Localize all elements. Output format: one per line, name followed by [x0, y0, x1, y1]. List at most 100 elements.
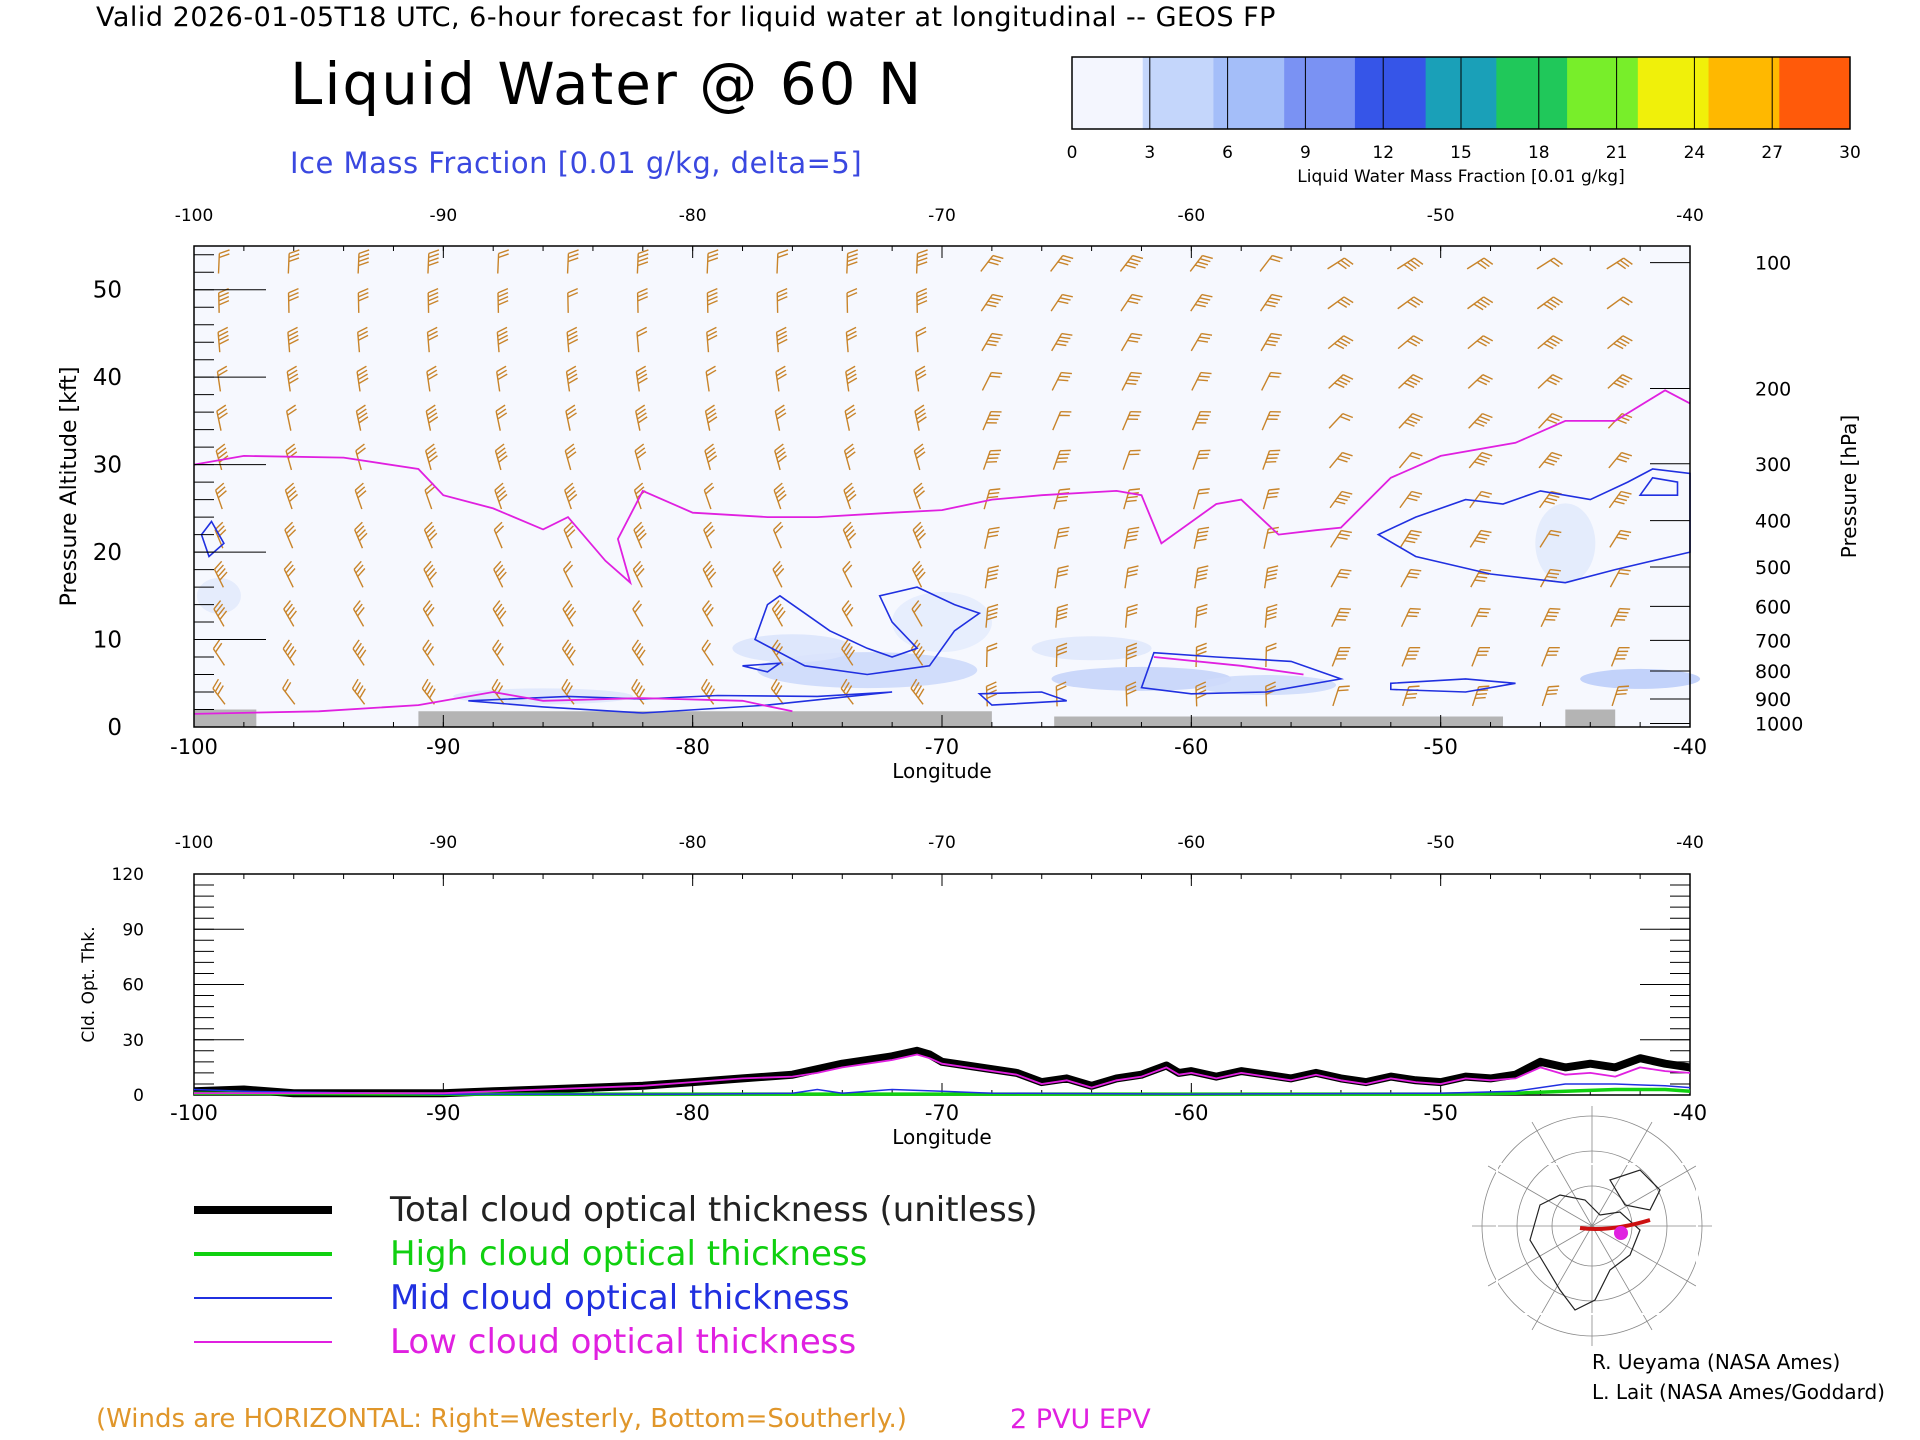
cot-x-axis-label: Longitude [892, 1125, 991, 1149]
minimap-edge [1496, 1163, 1698, 1315]
wind-barb [1055, 642, 1068, 668]
pressure-tick-label: 700 [1755, 630, 1791, 652]
wind-barb [704, 443, 718, 471]
colorbar-tick-label: 9 [1300, 143, 1311, 163]
wind-barb [1610, 607, 1631, 628]
wind-barb [217, 249, 230, 274]
wind-barb [1124, 565, 1139, 589]
cot-x-tick-label-top: -60 [1177, 833, 1205, 853]
wind-barb [1466, 257, 1494, 270]
wind-barb [494, 482, 508, 510]
wind-barb [421, 678, 436, 705]
pressure-tick-label: 800 [1755, 661, 1791, 683]
wind-barb [282, 639, 297, 666]
colorbar-swatch [1567, 57, 1639, 129]
main-title: Liquid Water @ 60 N [290, 50, 924, 118]
wind-barb [496, 365, 508, 392]
x-tick-label-top: -100 [175, 206, 214, 226]
wind-barb [1331, 607, 1351, 628]
wind-barb [1537, 335, 1563, 350]
wind-barb [1259, 254, 1283, 272]
wind-barb [1328, 412, 1354, 429]
wind-barb [1125, 642, 1138, 668]
wind-barb [845, 365, 858, 392]
wind-barb [1398, 451, 1423, 469]
wind-barb [706, 287, 718, 313]
minimap-meridian [1591, 1225, 1653, 1331]
ice-contour [200, 520, 225, 558]
x-tick-label: -90 [426, 735, 460, 759]
epv-2pvu-line [193, 389, 1691, 586]
wind-barb [703, 521, 716, 549]
cot-y-tick-label: 60 [122, 976, 144, 996]
cot-x-tick-label-top: -100 [175, 833, 214, 853]
cot-x-tick-label-top: -50 [1427, 833, 1455, 853]
wind-barb [1537, 374, 1563, 389]
pressure-tick-label: 200 [1755, 379, 1791, 401]
colorbar-swatch [1142, 57, 1214, 129]
terrain [418, 711, 992, 727]
cot-x-tick-label: -90 [426, 1101, 460, 1125]
wind-barb [283, 560, 296, 588]
wind-barb [284, 482, 298, 510]
wind-barb [427, 249, 440, 274]
wind-barb [776, 287, 788, 313]
wind-barb [1123, 526, 1140, 549]
wind-barb [772, 560, 785, 588]
wind-barb [1398, 374, 1424, 389]
wind-barb [495, 404, 508, 431]
wind-barb [983, 488, 1001, 510]
colorbar-tick-label: 3 [1144, 143, 1155, 163]
colorbar-swatch [1072, 57, 1144, 129]
minimap-meridian [1591, 1225, 1697, 1287]
wind-barb [1261, 411, 1281, 431]
wind-barb [1608, 451, 1633, 469]
wind-barb [422, 600, 435, 627]
liquid-water-shade [1051, 666, 1232, 691]
wind-barb [1470, 568, 1492, 588]
wind-barb [217, 326, 230, 353]
colorbar-tick-label: 30 [1839, 143, 1861, 163]
wind-barb [213, 600, 228, 627]
cot-x-tick-label: -50 [1424, 1101, 1458, 1125]
wind-barb [632, 560, 645, 588]
wind-barb [1327, 296, 1354, 310]
cot-y-tick-label: 120 [112, 865, 144, 885]
wind-barb [1265, 681, 1277, 707]
wind-barb [1400, 568, 1422, 588]
wind-barb [1611, 685, 1630, 707]
wind-barb [493, 521, 505, 549]
minimap-meridian [1591, 1121, 1653, 1227]
wind-barb [565, 365, 578, 392]
wind-barb [1260, 332, 1282, 352]
wind-barb [981, 371, 1003, 391]
wind-barb [703, 482, 715, 510]
wind-barb [632, 600, 644, 627]
wind-barb [214, 482, 227, 510]
wind-barb [1468, 412, 1493, 429]
wind-barb [564, 482, 578, 510]
wind-barb [916, 287, 928, 313]
epv-low-line [193, 691, 793, 715]
wind-barb [1051, 371, 1072, 391]
wind-barb [982, 411, 1002, 431]
cot-y-tick-label: 0 [133, 1086, 144, 1106]
wind-barb [1400, 607, 1421, 628]
wind-barb [1399, 490, 1423, 509]
wind-barb [702, 600, 714, 627]
wind-barb [1331, 646, 1351, 667]
wind-barb [1194, 603, 1208, 628]
liquid-water-shade [1580, 668, 1701, 689]
wind-barb [635, 365, 648, 392]
ice-contour [1140, 651, 1345, 695]
cot-x-tick-label: -60 [1174, 1101, 1208, 1125]
epv-note: 2 PVU EPV [1010, 1404, 1151, 1435]
wind-barb [1051, 332, 1073, 352]
wind-barb [1470, 607, 1491, 628]
minimap-coastline [1529, 1194, 1641, 1311]
wind-barb [841, 600, 854, 627]
wind-barb [284, 521, 297, 549]
wind-barb [985, 603, 999, 628]
cot-x-tick-label-top: -80 [679, 833, 707, 853]
wind-barb [216, 365, 228, 392]
